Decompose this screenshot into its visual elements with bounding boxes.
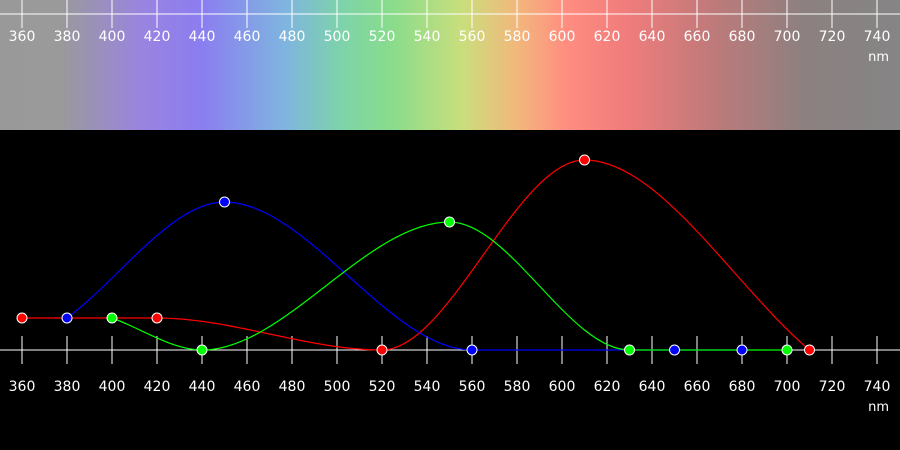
bottom-tick-label: 620 <box>594 379 621 395</box>
top-unit-label: nm <box>868 50 889 65</box>
top-tick-label: 380 <box>54 29 81 45</box>
top-tick-label: 740 <box>864 29 891 45</box>
red-control-point[interactable] <box>151 312 163 324</box>
bottom-unit-label: nm <box>868 400 889 415</box>
top-tick-label: 600 <box>549 29 576 45</box>
bottom-tick-label: 680 <box>729 379 756 395</box>
bottom-tick-label: 440 <box>189 379 216 395</box>
green-control-point[interactable] <box>196 344 208 356</box>
top-tick-label: 620 <box>594 29 621 45</box>
green-control-point[interactable] <box>781 344 793 356</box>
top-tick-label: 500 <box>324 29 351 45</box>
bottom-tick-label: 640 <box>639 379 666 395</box>
top-tick-label: 660 <box>684 29 711 45</box>
plot-background <box>0 130 900 450</box>
blue-control-point[interactable] <box>669 344 680 356</box>
top-tick-label: 720 <box>819 29 846 45</box>
blue-control-point[interactable] <box>736 344 748 356</box>
bottom-tick-label: 700 <box>774 379 801 395</box>
green-control-point[interactable] <box>624 344 635 356</box>
red-control-point[interactable] <box>579 154 590 166</box>
top-tick-label: 400 <box>99 29 126 45</box>
top-tick-label: 440 <box>189 29 216 45</box>
bottom-tick-label: 600 <box>549 379 576 395</box>
control-points <box>16 154 815 356</box>
top-tick-label: 700 <box>774 29 801 45</box>
top-tick-label: 420 <box>144 29 171 45</box>
bottom-tick-label: 380 <box>54 379 81 395</box>
blue-control-point[interactable] <box>466 344 478 356</box>
top-tick-label: 580 <box>504 29 531 45</box>
top-tick-label: 680 <box>729 29 756 45</box>
top-tick-label: 560 <box>459 29 486 45</box>
spectrum-band <box>0 0 900 130</box>
green-control-point[interactable] <box>444 216 455 228</box>
bottom-tick-label: 740 <box>864 379 891 395</box>
bottom-wavelength-axis: 360 380 400 420 440 460 480 500 520 540 560 580 600 6… <box>0 336 900 415</box>
blue-control-point[interactable] <box>61 312 73 324</box>
bottom-tick-label: 580 <box>504 379 531 395</box>
top-tick-label: 640 <box>639 29 666 45</box>
bottom-tick-label: 540 <box>414 379 441 395</box>
bottom-tick-label: 480 <box>279 379 306 395</box>
top-tick-label: 460 <box>234 29 261 45</box>
bottom-tick-label: 720 <box>819 379 846 395</box>
red-control-point[interactable] <box>376 344 388 356</box>
bottom-tick-label: 460 <box>234 379 261 395</box>
top-tick-label: 520 <box>369 29 396 45</box>
green-control-point[interactable] <box>106 312 118 324</box>
bottom-tick-label: 500 <box>324 379 351 395</box>
red-control-point[interactable] <box>804 344 815 356</box>
top-wavelength-axis: 360 380 400 420 440 460 480 500 520 540 560 580 600 6… <box>0 0 900 65</box>
bottom-tick-label: 560 <box>459 379 486 395</box>
blue-control-point[interactable] <box>219 196 230 208</box>
top-tick-label: 480 <box>279 29 306 45</box>
bottom-tick-label: 360 <box>9 379 36 395</box>
bottom-tick-label: 400 <box>99 379 126 395</box>
red-control-point[interactable] <box>16 312 28 324</box>
bottom-tick-label: 520 <box>369 379 396 395</box>
bottom-tick-label: 660 <box>684 379 711 395</box>
bottom-tick-label: 420 <box>144 379 171 395</box>
top-tick-label: 540 <box>414 29 441 45</box>
top-tick-label: 360 <box>9 29 36 45</box>
